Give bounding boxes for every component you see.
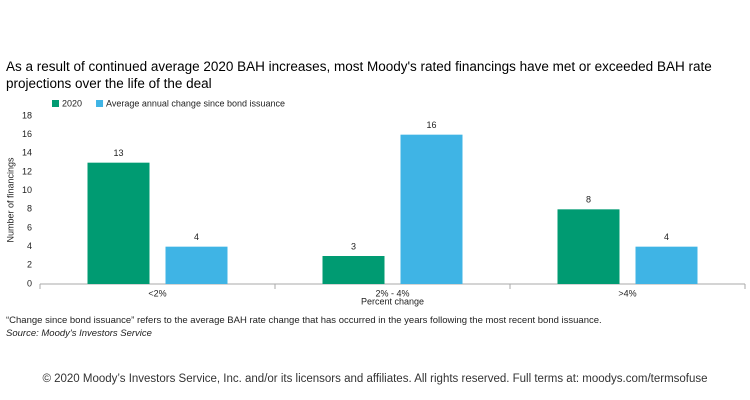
y-tick-label: 14 — [22, 148, 32, 158]
y-tick-label: 2 — [27, 260, 32, 270]
legend-swatch — [96, 100, 104, 107]
data-label: 8 — [586, 195, 591, 205]
data-label: 4 — [194, 232, 199, 242]
y-tick-label: 18 — [22, 110, 32, 120]
legend-label: Average annual change since bond issuanc… — [106, 98, 285, 108]
bar — [165, 246, 228, 284]
y-axis-label: Number of financings — [5, 157, 15, 243]
source: Source: Moody's Investors Service — [6, 328, 152, 339]
copyright: © 2020 Moody’s Investors Service, Inc. a… — [42, 373, 708, 385]
data-label: 16 — [426, 120, 436, 130]
data-label: 4 — [664, 232, 669, 242]
bar — [322, 256, 385, 284]
y-tick-label: 12 — [22, 166, 32, 176]
y-tick-label: 0 — [27, 278, 32, 288]
x-tick-label: <2% — [148, 288, 166, 298]
y-tick-label: 4 — [27, 241, 32, 251]
bar — [635, 246, 698, 284]
bar — [87, 162, 150, 284]
x-tick-label: >4% — [618, 288, 636, 298]
x-tick-label: 2% - 4% — [375, 288, 409, 298]
legend-label: 2020 — [62, 98, 82, 108]
y-tick-label: 16 — [22, 129, 32, 139]
chart-title: As a result of continued average 2020 BA… — [6, 59, 712, 91]
x-axis-label: Percent change — [361, 296, 424, 306]
bar — [400, 134, 463, 284]
y-tick-label: 6 — [27, 222, 32, 232]
y-tick-label: 10 — [22, 185, 32, 195]
footnote: “Change since bond issuance” refers to t… — [6, 315, 602, 326]
y-tick-label: 8 — [27, 204, 32, 214]
data-label: 3 — [351, 241, 356, 251]
data-label: 13 — [113, 148, 123, 158]
bar — [557, 209, 620, 284]
legend-swatch — [52, 100, 59, 107]
